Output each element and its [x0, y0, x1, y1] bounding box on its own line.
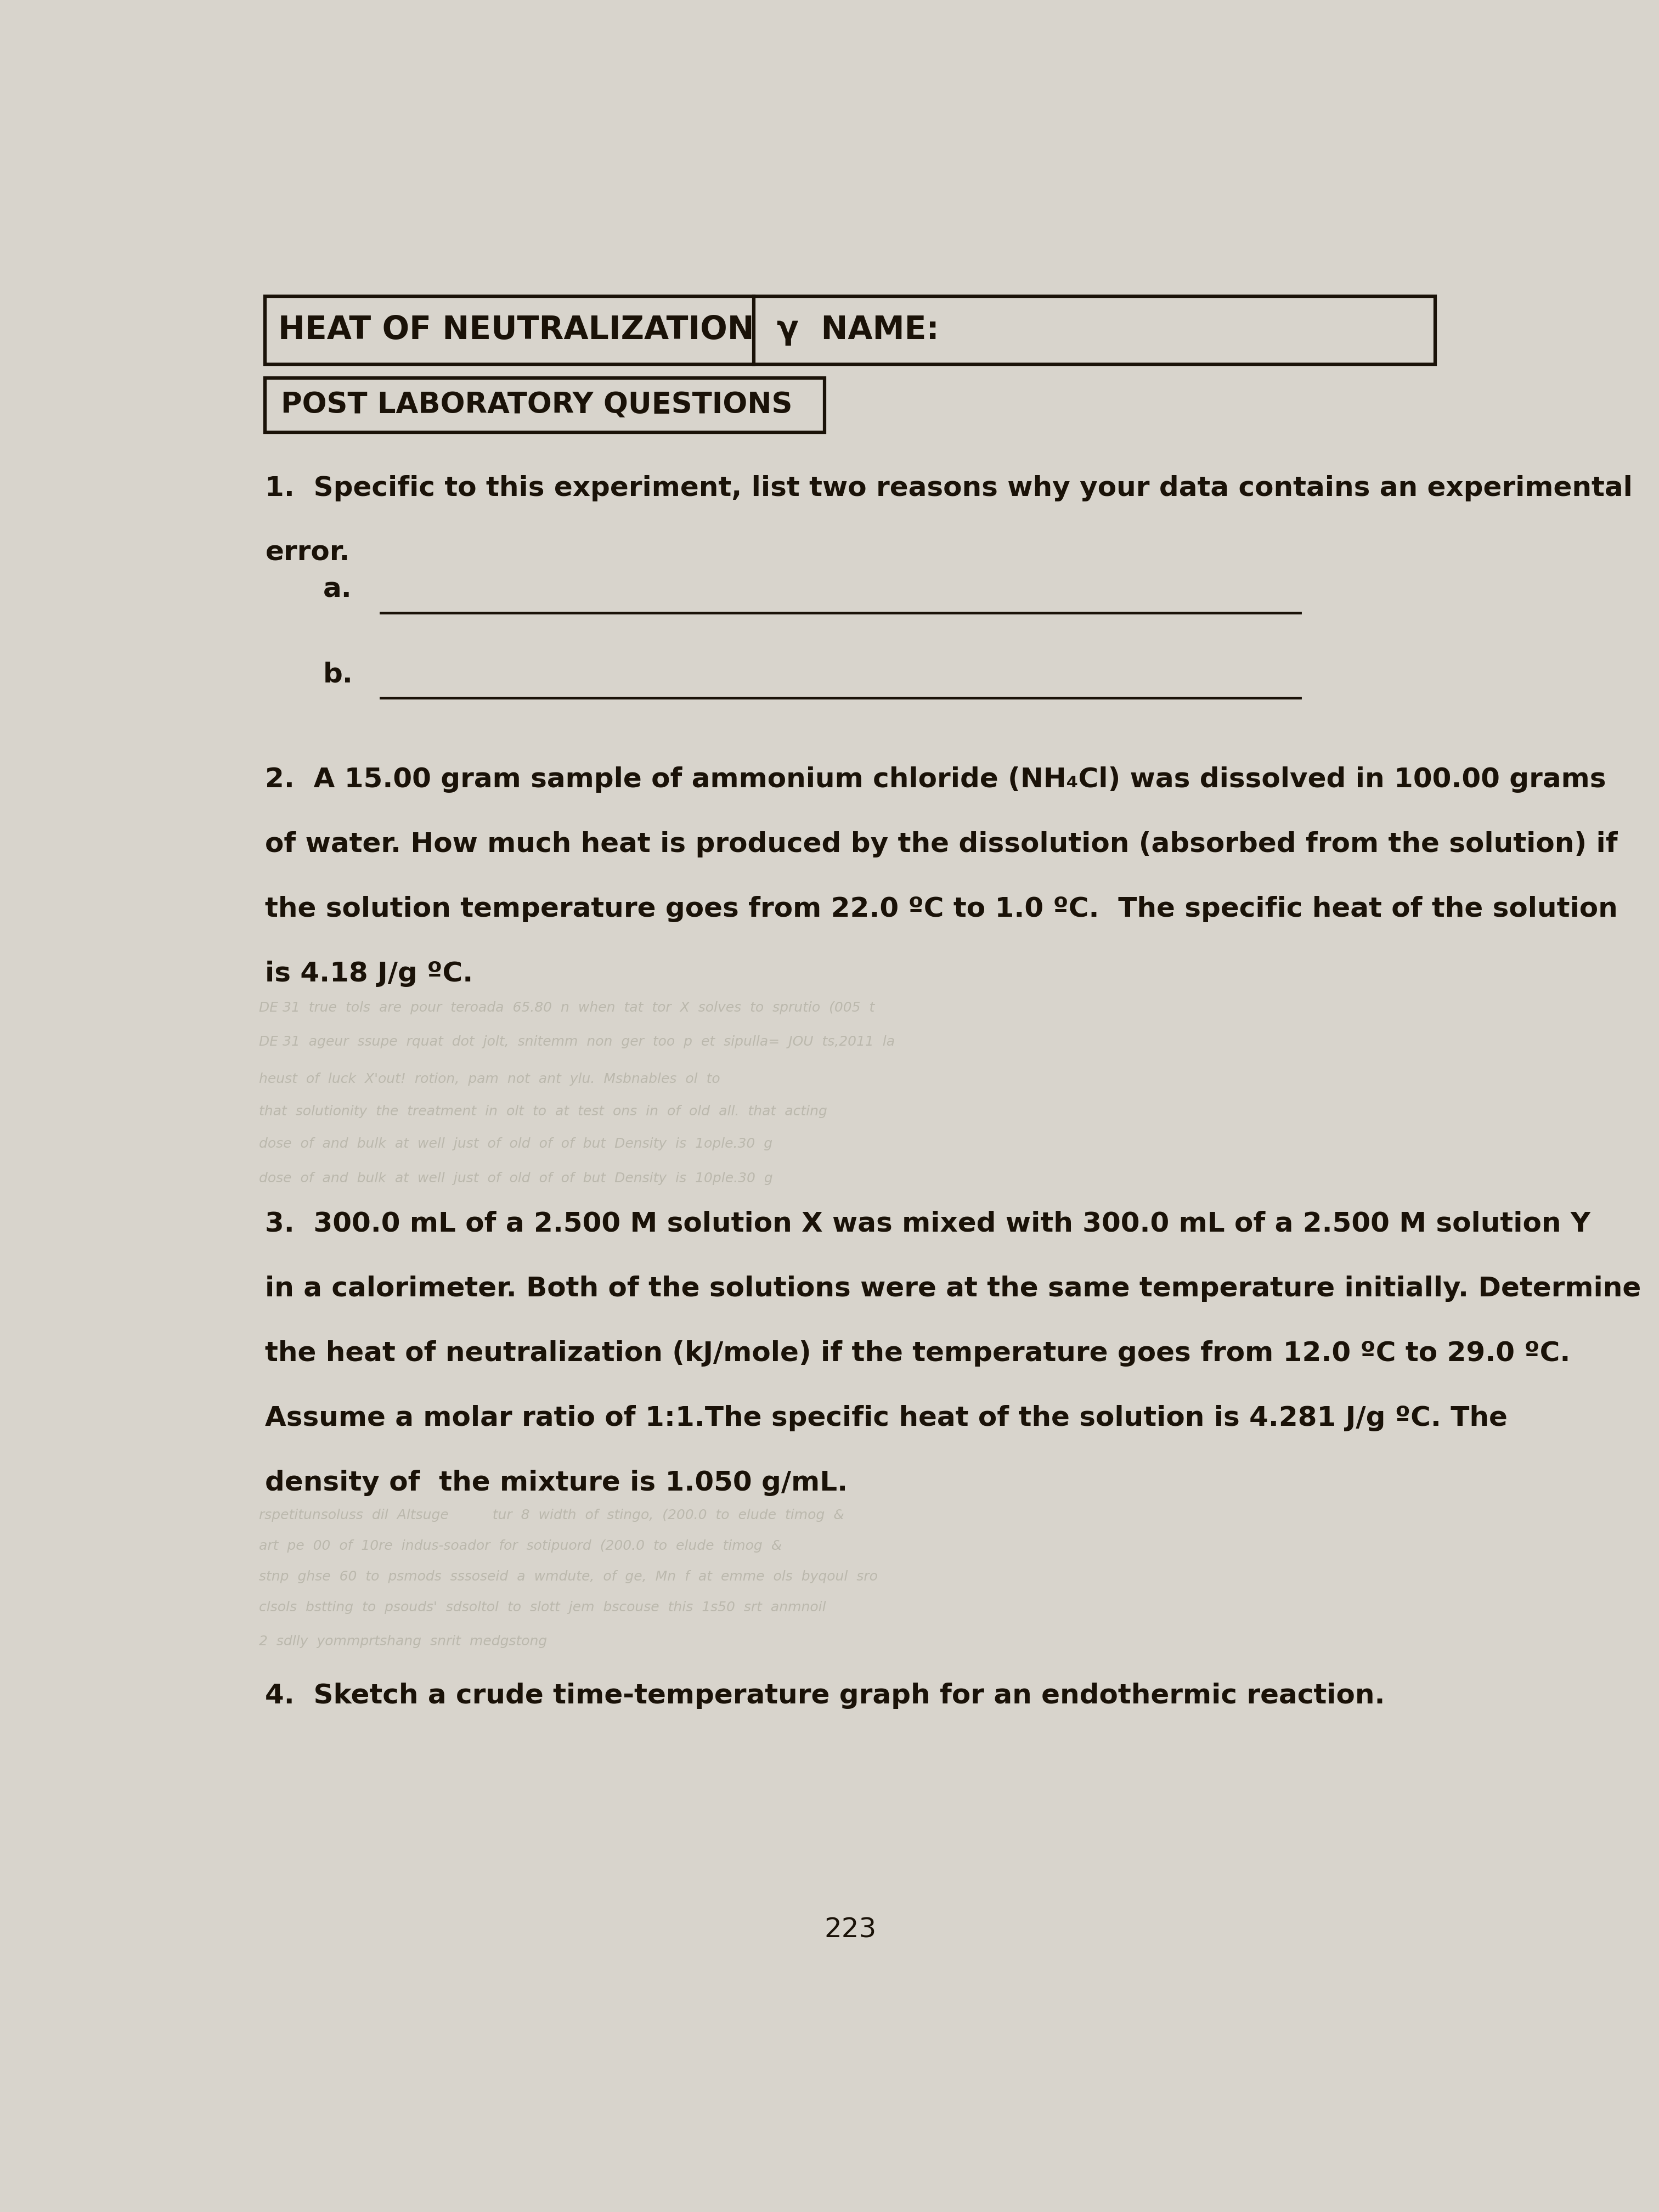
- Text: a.: a.: [324, 577, 352, 602]
- Text: 4.  Sketch a crude time-temperature graph for an endothermic reaction.: 4. Sketch a crude time-temperature graph…: [265, 1683, 1385, 1710]
- Text: that  solutionity  the  treatment  in  olt  to  at  test  ons  in  of  old  all.: that solutionity the treatment in olt to…: [259, 1106, 828, 1119]
- Text: γ  NAME:: γ NAME:: [776, 314, 939, 345]
- Text: of water. How much heat is produced by the dissolution (absorbed from the soluti: of water. How much heat is produced by t…: [265, 832, 1618, 858]
- Text: the heat of neutralization (kJ/mole) if the temperature goes from 12.0 ºC to 29.: the heat of neutralization (kJ/mole) if …: [265, 1340, 1571, 1367]
- Text: dose  of  and  bulk  at  well  just  of  old  of  of  but  Density  is  10ple.30: dose of and bulk at well just of old of …: [259, 1172, 773, 1186]
- Bar: [265, 378, 825, 431]
- Text: Assume a molar ratio of 1:1.The specific heat of the solution is 4.281 J/g ºC. T: Assume a molar ratio of 1:1.The specific…: [265, 1405, 1508, 1431]
- Text: DE 31  true  tols  are  pour  teroada  65.80  n  when  tat  tor  X  solves  to  : DE 31 true tols are pour teroada 65.80 n…: [259, 1002, 874, 1015]
- Text: 2  sdlly  yommprtshang  snrit  medgstong: 2 sdlly yommprtshang snrit medgstong: [259, 1635, 547, 1648]
- Text: dose  of  and  bulk  at  well  just  of  old  of  of  but  Density  is  1ople.30: dose of and bulk at well just of old of …: [259, 1137, 773, 1150]
- Bar: [265, 296, 1435, 365]
- Text: heust  of  luck  X'out!  rotion,  pam  not  ant  ylu.  Msbnables  ol  to: heust of luck X'out! rotion, pam not ant…: [259, 1073, 720, 1086]
- Text: 1.  Specific to this experiment, list two reasons why your data contains an expe: 1. Specific to this experiment, list two…: [265, 476, 1632, 502]
- Text: density of  the mixture is 1.050 g/mL.: density of the mixture is 1.050 g/mL.: [265, 1469, 848, 1495]
- Text: in a calorimeter. Both of the solutions were at the same temperature initially. : in a calorimeter. Both of the solutions …: [265, 1276, 1641, 1303]
- Text: DE 31  ageur  ssupe  rquat  dot  jolt,  snitemm  non  ger  too  p  et  sipulla= : DE 31 ageur ssupe rquat dot jolt, snitem…: [259, 1035, 894, 1048]
- Text: clsols  bstting  to  psouds'  sdsoltol  to  slott  jem  bscouse  this  1s50  srt: clsols bstting to psouds' sdsoltol to sl…: [259, 1601, 826, 1615]
- Text: 223: 223: [825, 1918, 876, 1942]
- Text: 2.  A 15.00 gram sample of ammonium chloride (NH₄Cl) was dissolved in 100.00 gra: 2. A 15.00 gram sample of ammonium chlor…: [265, 765, 1606, 792]
- Text: HEAT OF NEUTRALIZATION: HEAT OF NEUTRALIZATION: [279, 314, 755, 345]
- Text: b.: b.: [324, 661, 353, 688]
- Text: art  pe  00  of  10re  indus-soador  for  sotipuord  (200.0  to  elude  timog  &: art pe 00 of 10re indus-soador for sotip…: [259, 1540, 781, 1553]
- Text: POST LABORATORY QUESTIONS: POST LABORATORY QUESTIONS: [280, 392, 793, 420]
- Text: stnp  ghse  60  to  psmods  sssoseid  a  wmdute,  of  ge,  Mn  f  at  emme  ols : stnp ghse 60 to psmods sssoseid a wmdute…: [259, 1571, 878, 1584]
- Text: 3.  300.0 mL of a 2.500 M solution X was mixed with 300.0 mL of a 2.500 M soluti: 3. 300.0 mL of a 2.500 M solution X was …: [265, 1210, 1591, 1237]
- Text: the solution temperature goes from 22.0 ºC to 1.0 ºC.  The specific heat of the : the solution temperature goes from 22.0 …: [265, 896, 1618, 922]
- Text: rspetitunsoluss  dil  Altsuge          tur  8  width  of  stingo,  (200.0  to  e: rspetitunsoluss dil Altsuge tur 8 width …: [259, 1509, 844, 1522]
- Text: error.: error.: [265, 540, 350, 566]
- Text: is 4.18 J/g ºC.: is 4.18 J/g ºC.: [265, 960, 473, 987]
